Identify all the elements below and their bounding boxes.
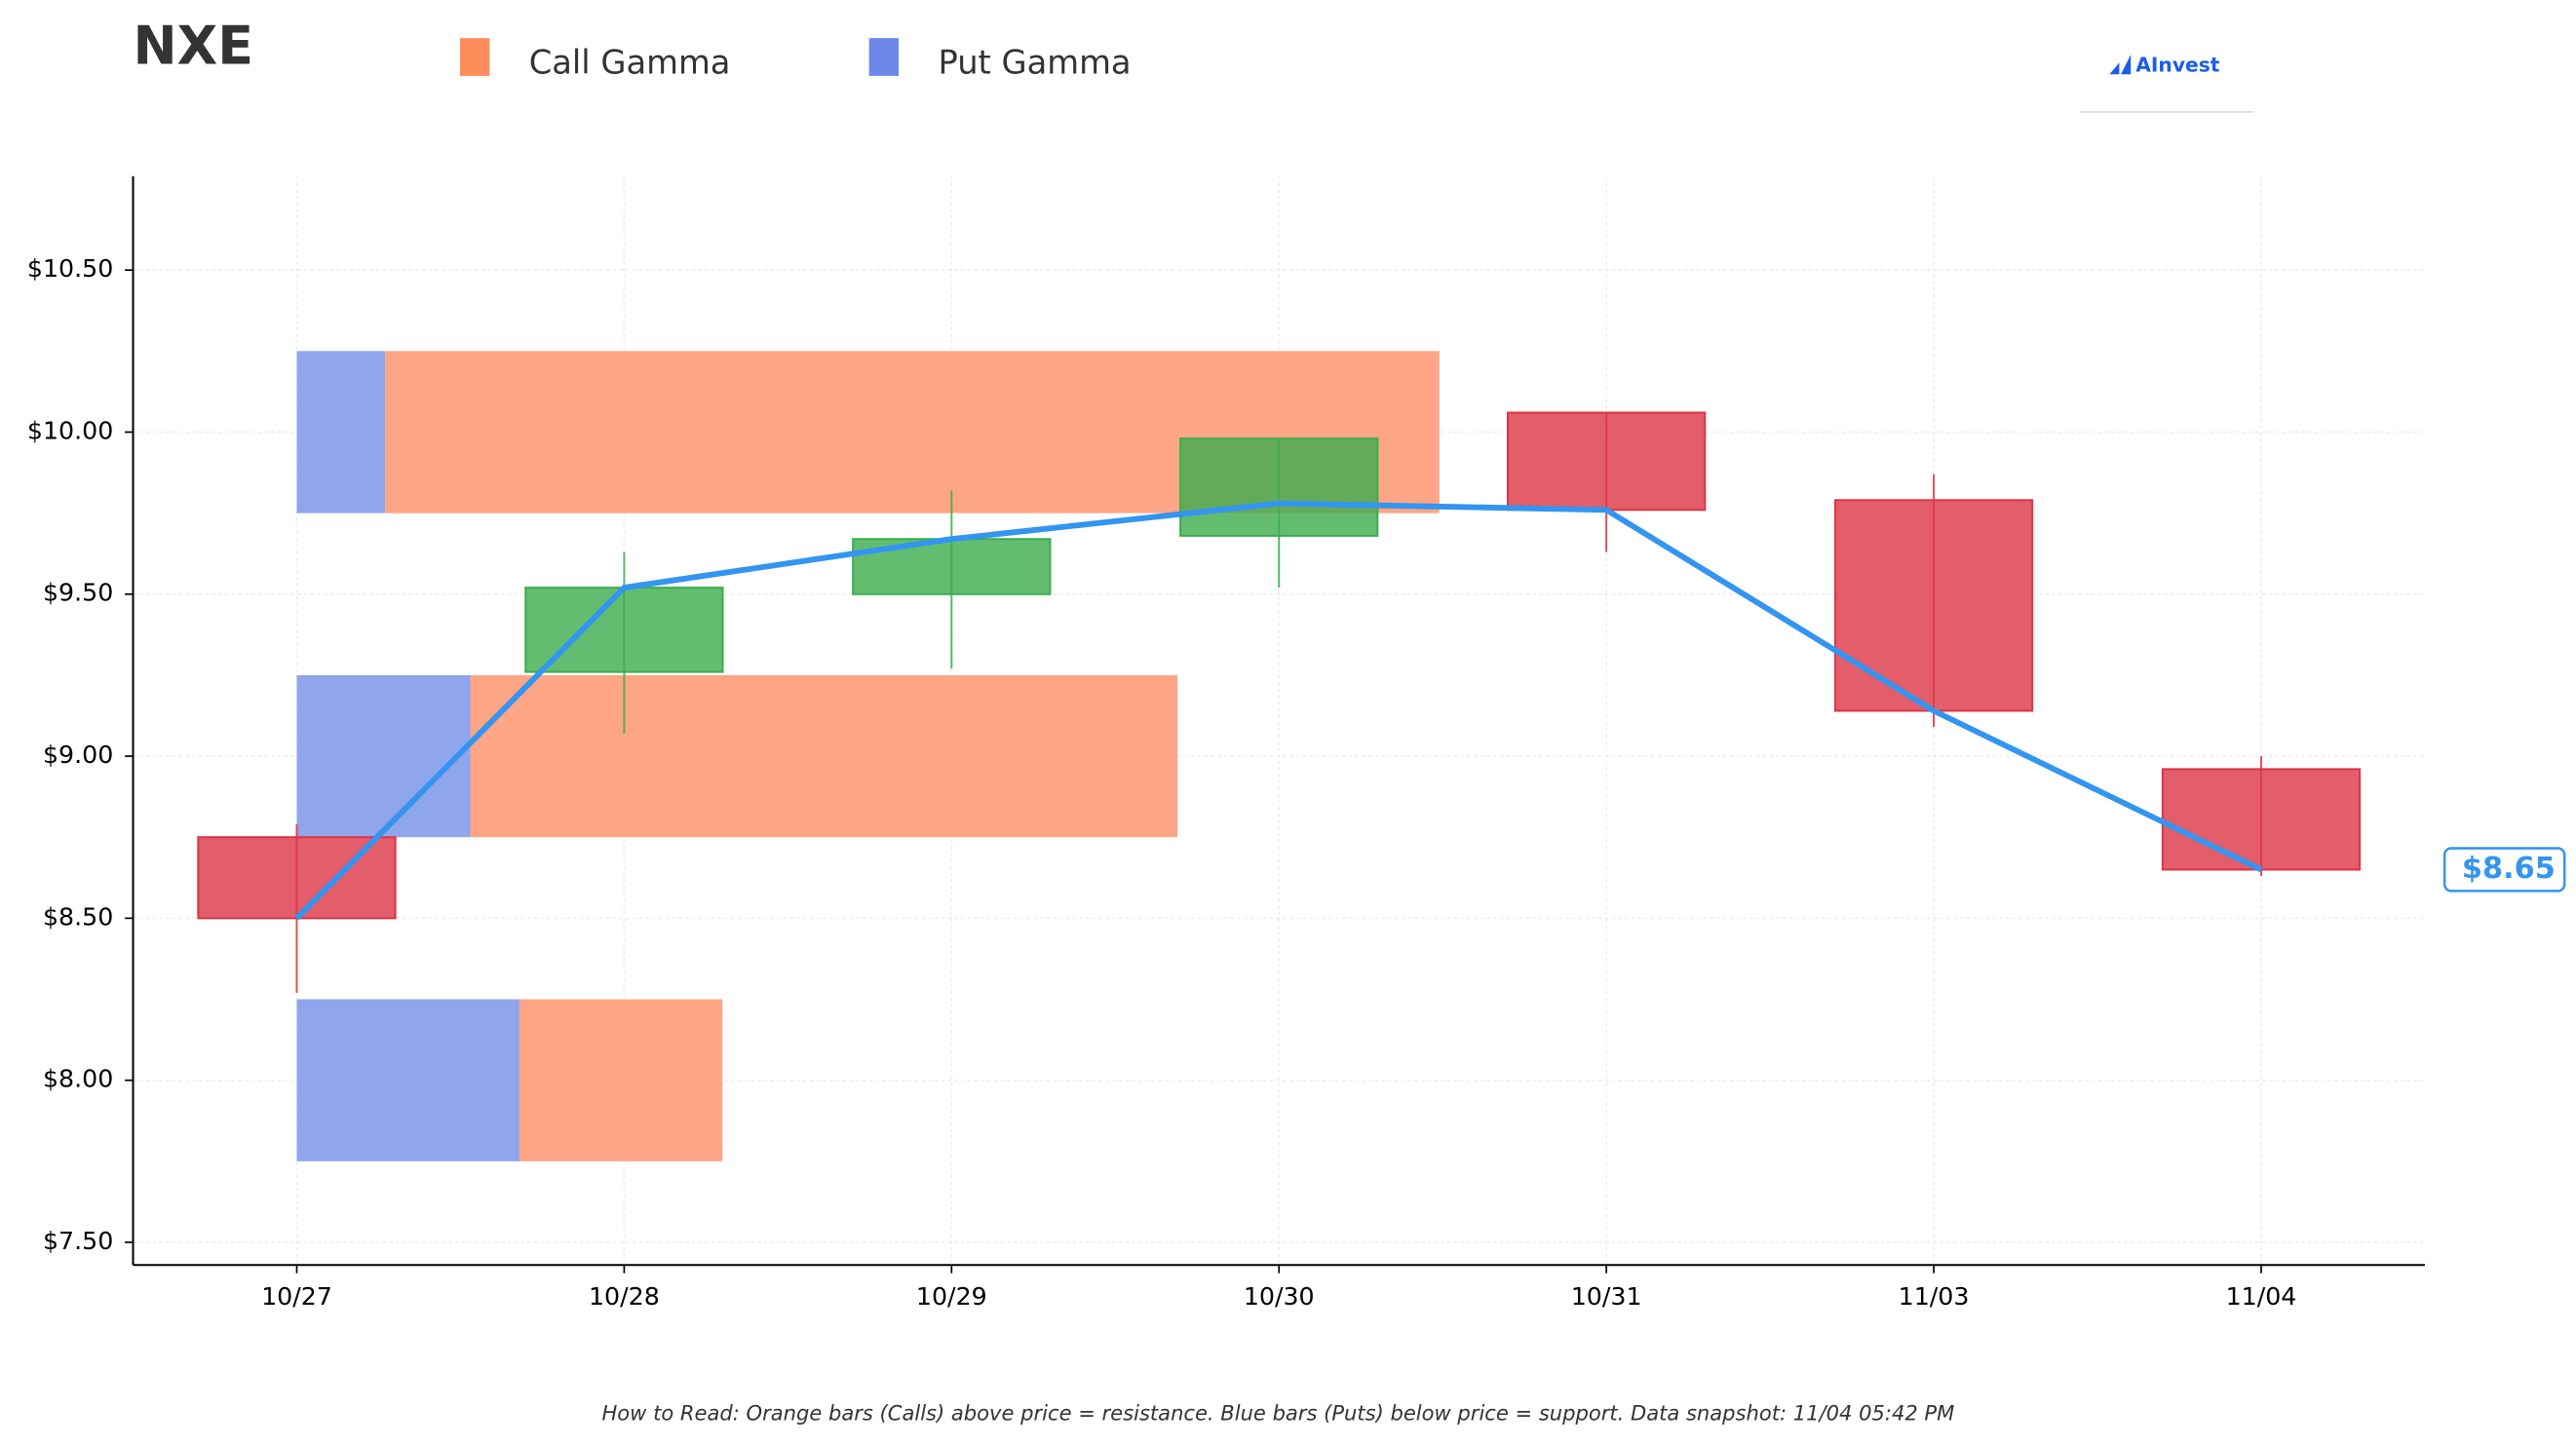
- legend-swatch: [459, 38, 490, 76]
- y-tick-label: $9.50: [43, 579, 113, 607]
- x-tick-label: 10/28: [589, 1282, 660, 1311]
- logo-icon: [2109, 54, 2132, 75]
- y-tick-label: $8.00: [43, 1065, 113, 1093]
- candle-body: [524, 587, 724, 673]
- candle-body: [1179, 438, 1379, 537]
- put-gamma-bar: [296, 674, 471, 838]
- legend-swatch: [868, 38, 900, 76]
- price-label: $8.65: [2462, 852, 2556, 886]
- candle-body: [2161, 768, 2362, 871]
- candle-body: [1506, 411, 1707, 512]
- legend-label: Put Gamma: [938, 44, 1131, 82]
- call-gamma-bar: [470, 674, 1178, 838]
- y-tick-label: $7.50: [43, 1227, 113, 1255]
- y-tick-label: $8.50: [43, 902, 113, 931]
- x-tick-label: 11/03: [1899, 1282, 1970, 1311]
- put-gamma-bar: [296, 999, 519, 1161]
- price-line: [294, 500, 2263, 921]
- y-tick-label: $9.00: [43, 741, 113, 769]
- y-tick-label: $10.50: [27, 254, 113, 283]
- x-tick-label: 10/27: [261, 1282, 332, 1311]
- y-tick-label: $10.00: [27, 416, 113, 444]
- x-tick-label: 10/30: [1244, 1282, 1315, 1311]
- logo-text: AInvest: [2135, 53, 2219, 76]
- x-tick-label: 11/04: [2226, 1282, 2297, 1311]
- candle-body: [1833, 499, 2034, 712]
- put-gamma-bar: [296, 351, 386, 514]
- x-tick-label: 10/31: [1571, 1282, 1642, 1311]
- footnote: How to Read: Orange bars (Calls) above p…: [601, 1401, 1954, 1426]
- x-tick-label: 10/29: [916, 1282, 987, 1311]
- logo: AInvest: [2079, 53, 2254, 113]
- legend-label: Call Gamma: [529, 44, 731, 82]
- call-gamma-bar: [519, 999, 723, 1161]
- chart-title: NXE: [134, 16, 254, 77]
- price-label-box: [2442, 847, 2566, 893]
